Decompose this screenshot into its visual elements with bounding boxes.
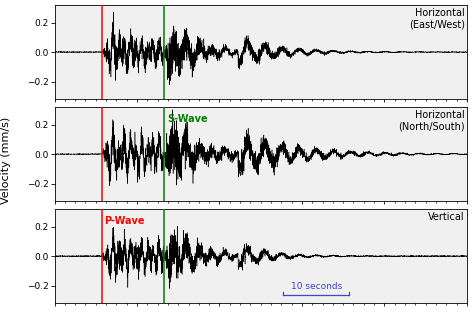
Text: Horizontal
(East/West): Horizontal (East/West) xyxy=(409,8,465,29)
Text: Horizontal
(North/South): Horizontal (North/South) xyxy=(398,110,465,131)
Text: P-Wave: P-Wave xyxy=(104,216,145,226)
Text: S-Wave: S-Wave xyxy=(167,114,208,124)
Text: 10 seconds: 10 seconds xyxy=(291,282,342,291)
Text: Vertical: Vertical xyxy=(428,212,465,222)
Text: Velocity (mm/s): Velocity (mm/s) xyxy=(0,117,11,204)
